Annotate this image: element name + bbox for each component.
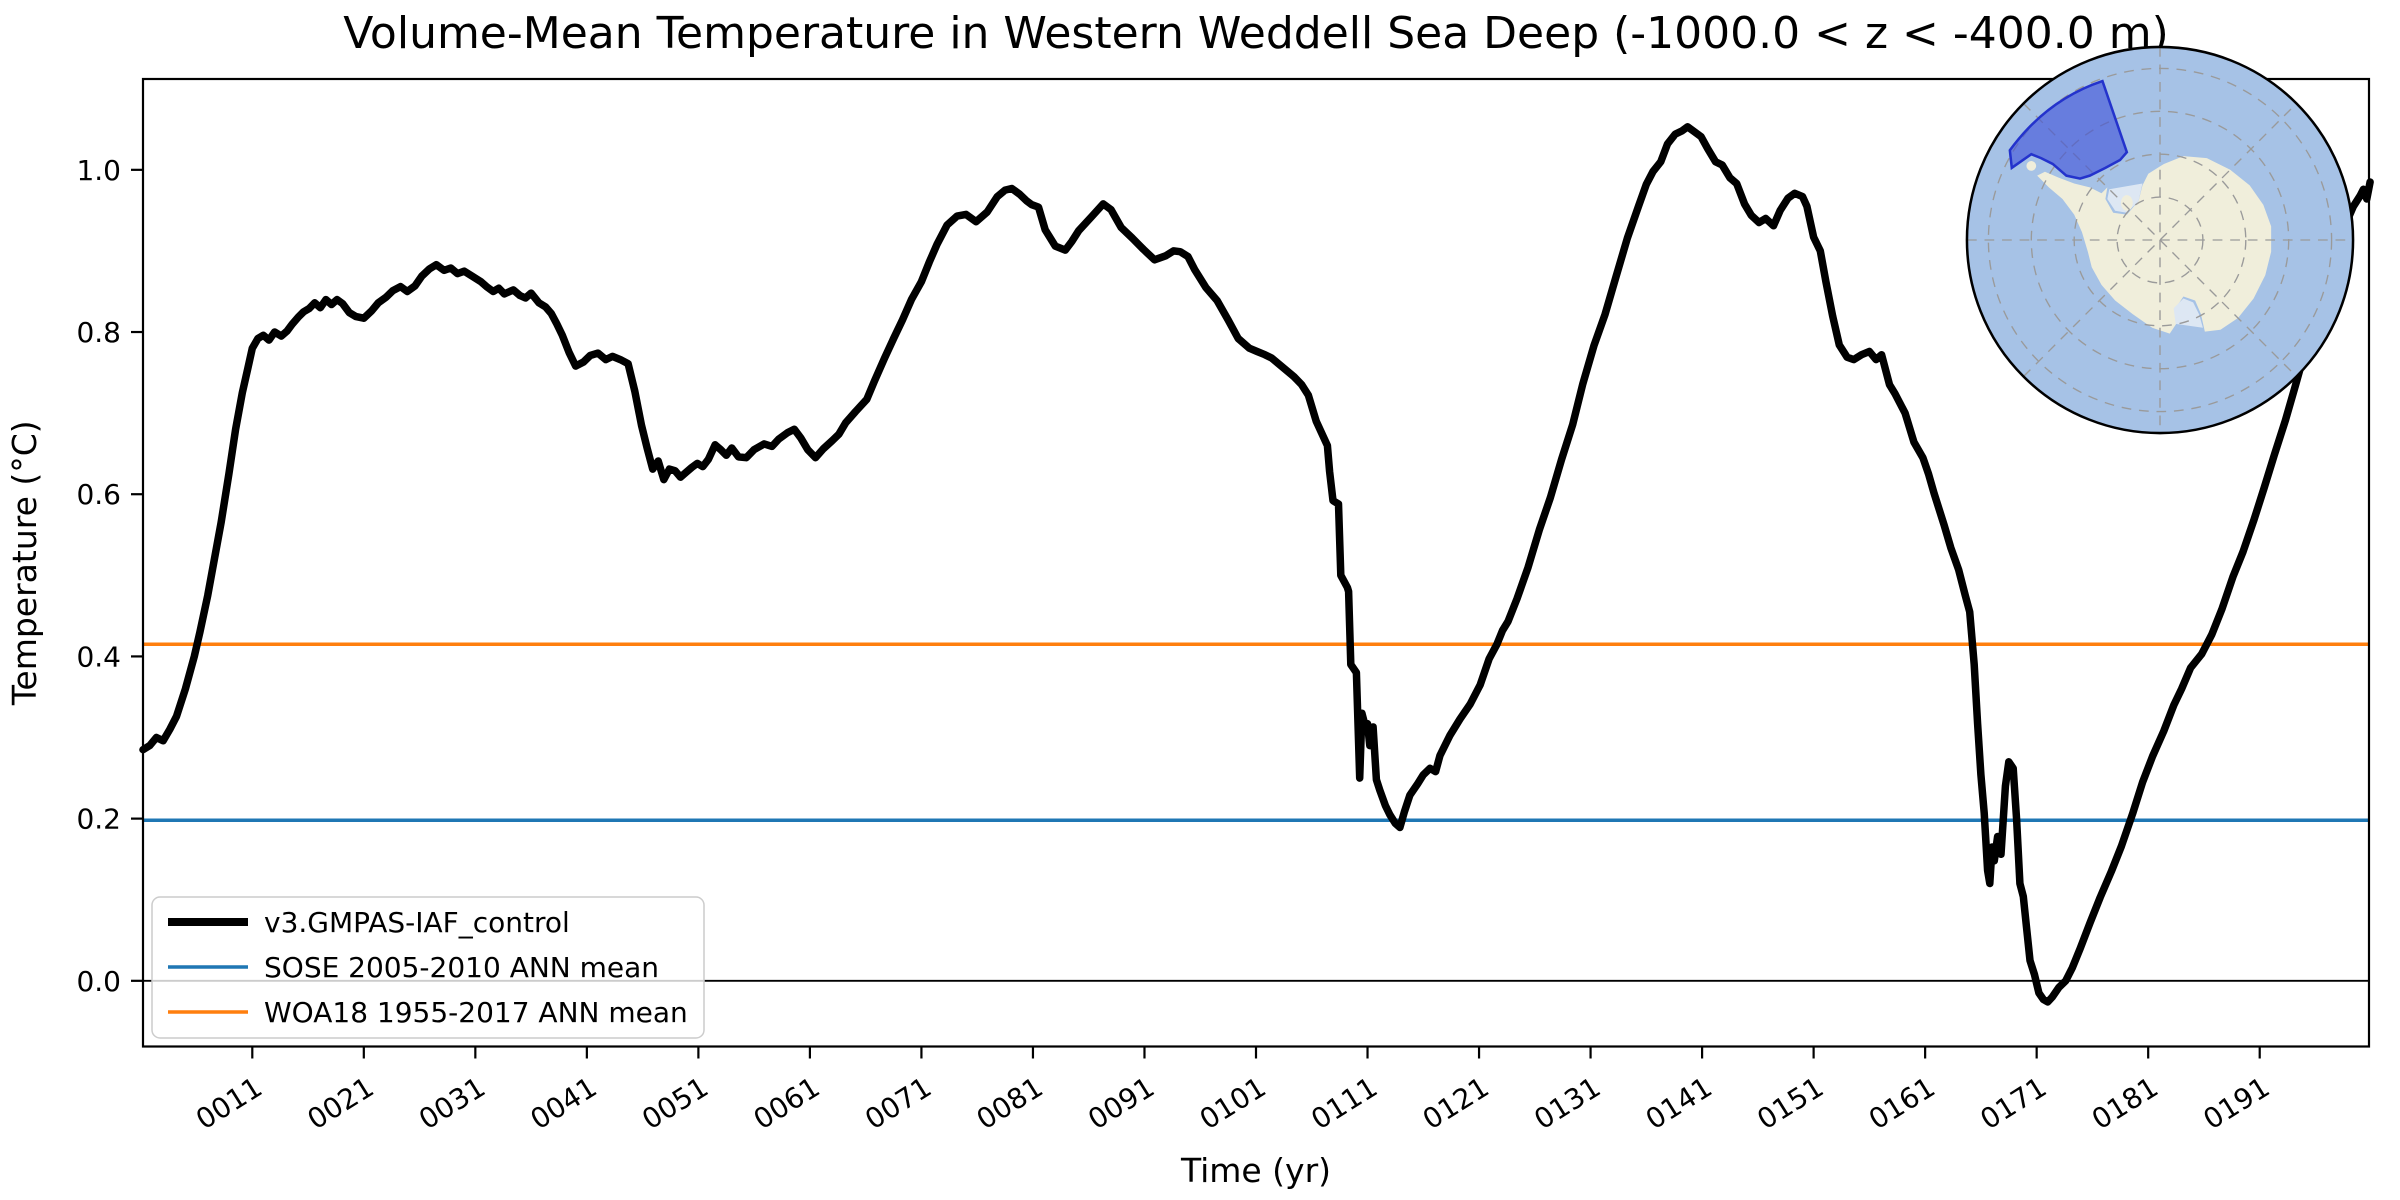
y-tick-label: 0.0	[76, 965, 121, 998]
legend: v3.GMPAS-IAF_control SOSE 2005-2010 ANN m…	[151, 896, 705, 1039]
y-axis-label: Temperature (°C)	[5, 420, 44, 706]
x-tick-label: 0091	[1082, 1070, 1160, 1136]
x-tick-label: 0121	[1417, 1070, 1495, 1136]
map-peninsula-island	[2026, 161, 2037, 171]
x-tick-label: 0011	[190, 1070, 268, 1136]
map-ross-ice-shelf	[2173, 298, 2203, 328]
chart-title: Volume-Mean Temperature in Western Wedde…	[343, 8, 2169, 59]
x-axis-label: Time (yr)	[1180, 1151, 1331, 1190]
x-tick-label: 0131	[1528, 1070, 1606, 1136]
y-tick-label: 0.4	[76, 640, 121, 673]
x-tick-label: 0021	[302, 1070, 380, 1136]
map-outline	[1965, 45, 2355, 435]
map-antarctica-landmass	[2037, 156, 2272, 334]
x-tick-label: 0081	[971, 1070, 1049, 1136]
x-tick-label: 0101	[1194, 1070, 1272, 1136]
legend-label: SOSE 2005-2010 ANN mean	[264, 951, 659, 984]
x-tick-label: 0141	[1640, 1070, 1718, 1136]
legend-box	[151, 896, 705, 1039]
x-tick-label: 0191	[2197, 1070, 2275, 1136]
map-berkner-island	[2121, 195, 2133, 211]
legend-label: v3.GMPAS-IAF_control	[264, 906, 570, 939]
x-axis: 0011 0021 0031 0041 0051 0061 0071 0081 0091 0101…	[190, 1046, 2275, 1136]
series-v3.GMPAS-IAF_control	[139, 123, 2374, 1006]
x-tick-label: 0111	[1305, 1070, 1383, 1136]
legend-label: WOA18 1955-2017 ANN mean	[264, 996, 688, 1029]
x-tick-label: 0181	[2086, 1070, 2164, 1136]
y-tick-label: 0.2	[76, 803, 121, 836]
y-tick-label: 0.8	[76, 316, 121, 349]
y-tick-label: 0.6	[76, 478, 121, 511]
x-tick-label: 0161	[1863, 1070, 1941, 1136]
map-graticule	[1966, 46, 2354, 434]
x-tick-label: 0171	[1974, 1070, 2052, 1136]
x-tick-label: 0041	[525, 1070, 603, 1136]
x-tick-label: 0031	[413, 1070, 491, 1136]
y-tick-label: 1.0	[76, 154, 121, 187]
map-region-highlight-western-weddell	[2008, 79, 2129, 180]
antarctica-inset-map	[1965, 45, 2355, 435]
x-tick-label: 0151	[1751, 1070, 1829, 1136]
x-tick-label: 0051	[636, 1070, 714, 1136]
y-axis: 0.0 0.2 0.4 0.6 0.8 1.0	[76, 154, 143, 998]
x-tick-label: 0071	[859, 1070, 937, 1136]
x-tick-label: 0061	[748, 1070, 826, 1136]
